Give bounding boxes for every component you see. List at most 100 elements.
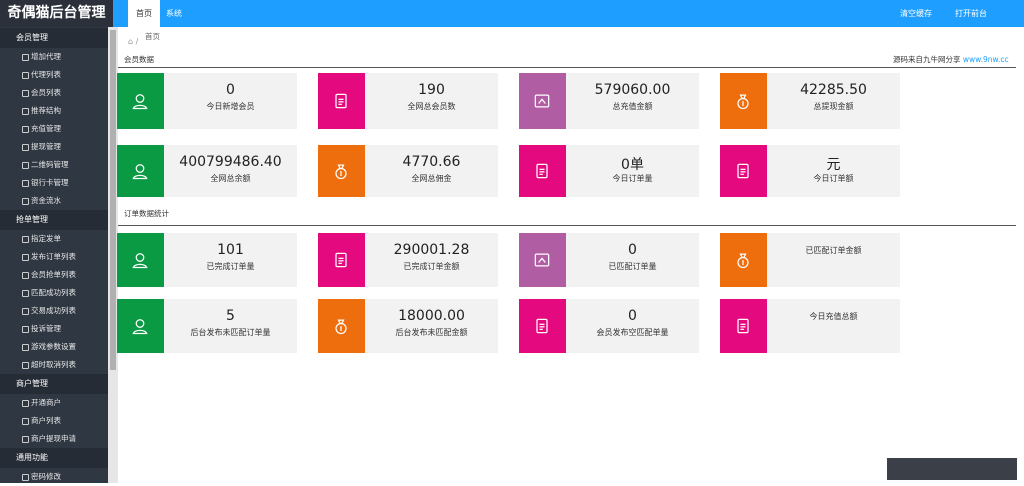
menu-item[interactable]: 增加代理 xyxy=(0,48,108,66)
section-line xyxy=(118,225,1016,226)
icon xyxy=(737,253,749,269)
menu-item[interactable]: 超时取消列表 xyxy=(0,356,108,374)
card-value: 0 xyxy=(628,308,637,324)
stat-card[interactable]: 已匹配订单金额 xyxy=(720,233,900,287)
card-icon xyxy=(117,145,164,197)
menu-group[interactable]: 商户管理 xyxy=(0,374,108,394)
menu-item[interactable]: 充值管理 xyxy=(0,120,108,138)
card-value: 579060.00 xyxy=(594,82,671,98)
stat-card[interactable]: 400799486.40 全网总余额 xyxy=(117,145,297,197)
top-tab[interactable]: 系统 xyxy=(166,9,182,18)
home-icon: ⌂ / xyxy=(128,37,139,46)
section-title: 会员数据 xyxy=(124,55,154,64)
icon xyxy=(534,94,550,108)
icon xyxy=(737,318,749,334)
top-tab[interactable]: 首页 xyxy=(128,0,160,27)
stat-card[interactable]: 5 后台发布未匹配订单量 xyxy=(117,299,297,353)
menu-item[interactable]: 游戏参数设置 xyxy=(0,338,108,356)
stat-card[interactable]: 4770.66 全网总佣金 xyxy=(318,145,498,197)
icon xyxy=(335,252,347,268)
source-note: 源码来自九牛网分享 www.9nw.cc xyxy=(893,55,1009,64)
card-icon xyxy=(720,145,767,197)
stat-card[interactable]: 101 已完成订单量 xyxy=(117,233,297,287)
section-title: 订单数据统计 xyxy=(124,209,169,218)
menu-item[interactable]: 指定发单 xyxy=(0,230,108,248)
stat-card[interactable]: 0 已匹配订单量 xyxy=(519,233,699,287)
menu-item[interactable]: 商户列表 xyxy=(0,412,108,430)
menu-item[interactable]: 推荐结构 xyxy=(0,102,108,120)
card-icon xyxy=(720,73,767,129)
icon xyxy=(534,253,550,267)
card-icon xyxy=(519,145,566,197)
card-label: 全网总会员数 xyxy=(407,102,456,111)
card-label: 后台发布未匹配金额 xyxy=(395,328,468,337)
card-value: 4770.66 xyxy=(402,154,461,170)
card-value: 0 xyxy=(628,242,637,258)
menu-item[interactable]: 提现管理 xyxy=(0,138,108,156)
stat-card[interactable]: 0 会员发布空匹配单量 xyxy=(519,299,699,353)
card-value: 18000.00 xyxy=(398,308,465,324)
stat-card[interactable]: 元今日订单额 xyxy=(720,145,900,197)
card-label: 全网总佣金 xyxy=(411,174,452,183)
card-label: 今日订单量 xyxy=(612,174,653,183)
icon xyxy=(335,319,347,335)
stat-card[interactable]: 42285.50 总提现金额 xyxy=(720,73,900,129)
menu-item[interactable]: 密码修改 xyxy=(0,468,108,486)
icon xyxy=(335,93,347,109)
menu-item[interactable]: 匹配成功列表 xyxy=(0,284,108,302)
card-label: 已匹配订单量 xyxy=(608,262,657,271)
card-value: 190 xyxy=(418,82,445,98)
card-value: 101 xyxy=(217,242,244,258)
menu-item[interactable]: 资金流水 xyxy=(0,192,108,210)
section-line xyxy=(118,67,1016,68)
card-label: 全网总余额 xyxy=(210,174,251,183)
icon xyxy=(132,94,148,110)
stat-card[interactable]: 18000.00 后台发布未匹配金额 xyxy=(318,299,498,353)
menu-item[interactable]: 投诉管理 xyxy=(0,320,108,338)
top-bar xyxy=(0,0,1024,27)
stat-card[interactable]: 290001.28 已完成订单金额 xyxy=(318,233,498,287)
menu-item[interactable]: 代理列表 xyxy=(0,66,108,84)
menu-item[interactable]: 会员抢单列表 xyxy=(0,266,108,284)
card-label: 已完成订单量 xyxy=(206,262,255,271)
stat-card[interactable]: 今日充值总额 xyxy=(720,299,900,353)
card-label: 今日新增会员 xyxy=(206,102,255,111)
breadcrumb[interactable]: 首页 xyxy=(145,32,160,41)
card-label: 总提现金额 xyxy=(813,102,854,111)
logo: 奇偶猫后台管理 xyxy=(0,0,113,27)
icon xyxy=(536,318,548,334)
card-icon xyxy=(519,73,566,129)
card-value: 42285.50 xyxy=(800,82,867,98)
card-value: 0单 xyxy=(621,157,644,173)
card-value: 400799486.40 xyxy=(179,154,282,170)
card-icon xyxy=(318,233,365,287)
menu-item[interactable]: 发布订单列表 xyxy=(0,248,108,266)
card-value: 0 xyxy=(226,82,235,98)
stat-card[interactable]: 579060.00 总充值金额 xyxy=(519,73,699,129)
stat-card[interactable]: 190 全网总会员数 xyxy=(318,73,498,129)
icon xyxy=(132,253,148,269)
menu-item[interactable]: 会员列表 xyxy=(0,84,108,102)
icon xyxy=(335,164,347,180)
menu-group[interactable]: 通用功能 xyxy=(0,448,108,468)
menu-item[interactable]: 商户提现申请 xyxy=(0,430,108,448)
menu-item[interactable]: 二维码管理 xyxy=(0,156,108,174)
scroll-thumb xyxy=(110,30,116,370)
icon xyxy=(737,94,749,110)
menu-item[interactable]: 开通商户 xyxy=(0,394,108,412)
stat-card[interactable]: 0 今日新增会员 xyxy=(117,73,297,129)
card-icon xyxy=(720,233,767,287)
source-link[interactable]: www.9nw.cc xyxy=(962,55,1009,64)
card-icon xyxy=(318,73,365,129)
menu-item[interactable]: 银行卡管理 xyxy=(0,174,108,192)
top-action[interactable]: 清空缓存 xyxy=(900,9,932,18)
menu-group[interactable]: 会员管理 xyxy=(0,28,108,48)
icon xyxy=(132,164,148,180)
menu-group[interactable]: 抢单管理 xyxy=(0,210,108,230)
top-action[interactable]: 打开前台 xyxy=(955,9,987,18)
stat-card[interactable]: 0单 今日订单量 xyxy=(519,145,699,197)
card-label: 已匹配订单金额 xyxy=(805,246,862,255)
floating-bar xyxy=(887,458,1017,480)
menu-item[interactable]: 交易成功列表 xyxy=(0,302,108,320)
